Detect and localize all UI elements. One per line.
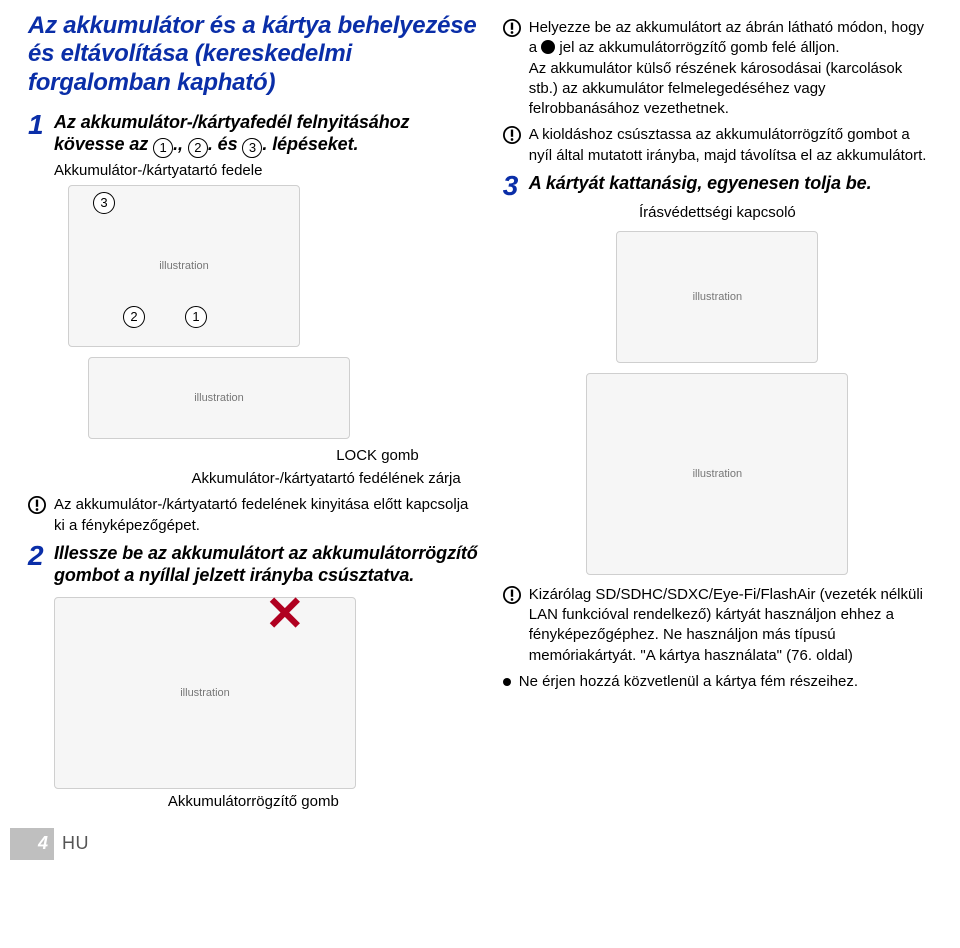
illus-placeholder-label: illustration [159, 260, 209, 272]
step-number-2: 2 [28, 542, 54, 570]
bullet-contacts-text: Ne érjen hozzá közvetlenül a kártya fém … [519, 672, 858, 692]
caution-icon [503, 19, 521, 37]
step-3: 3 A kártyát kattanásig, egyenesen tolja … [503, 172, 932, 200]
illus-lock: illustration [88, 357, 350, 439]
page-number: 4 [10, 828, 54, 860]
footer: 4 HU [0, 828, 960, 860]
step-2: 2 Illessze be az akkumulátort az akkumul… [28, 542, 479, 587]
wrong-cross-icon: ✕ [265, 586, 305, 642]
illus-write-protect: illustration [616, 231, 818, 363]
step1-text-c: . és [208, 134, 243, 154]
illus-insert-battery: ✕ illustration [54, 597, 356, 789]
note-release: A kioldáshoz csúsztassa az akkumulátorrö… [503, 125, 932, 166]
mark-icon [541, 40, 555, 54]
circ-1-inline: 1 [153, 138, 173, 158]
write-protect-caption: Írásvédettségi kapcsoló [503, 204, 932, 221]
circ-2-inline: 2 [188, 138, 208, 158]
note-place-b: jel az akkumulátorrögzítő gomb felé állj… [555, 39, 839, 56]
note-open-cover: Az akkumulátor-/kártyatartó fedelének ki… [28, 495, 479, 536]
note-release-text: A kioldáshoz csúsztassa az akkumulátorrö… [529, 125, 932, 166]
lock-button-caption: Akkumulátorrögzítő gomb [28, 793, 479, 810]
caution-icon [28, 496, 46, 514]
note-open-text: Az akkumulátor-/kártyatartó fedelének ki… [54, 495, 479, 536]
illus-circ-1: 1 [185, 306, 207, 328]
illus-open-cover: 3 2 1 illustration [68, 185, 300, 347]
page-lang: HU [62, 833, 89, 854]
caution-icon [503, 586, 521, 604]
circ-3-inline: 3 [242, 138, 262, 158]
holder-caption: Akkumulátor-/kártyatartó fedele [54, 162, 479, 179]
illus-circ-2: 2 [123, 306, 145, 328]
step-3-text: A kártyát kattanásig, egyenesen tolja be… [529, 172, 872, 195]
illus-insert-card: illustration [586, 373, 848, 575]
note-cards: Kizárólag SD/SDHC/SDXC/Eye-Fi/FlashAir (… [503, 585, 932, 666]
step-number-1: 1 [28, 111, 54, 139]
note-place-text: Helyezze be az akkumulátort az ábrán lát… [529, 18, 932, 119]
caution-icon [503, 126, 521, 144]
lock-label: LOCK gomb [54, 445, 479, 466]
illus-circ-3: 3 [93, 192, 115, 214]
step-1: 1 Az akkumulátor-/kártyafedél felnyitásá… [28, 111, 479, 159]
step-number-3: 3 [503, 172, 529, 200]
section-title: Az akkumulátor és a kártya behelyezése é… [28, 12, 479, 97]
bullet-contacts: Ne érjen hozzá közvetlenül a kártya fém … [503, 672, 932, 692]
step1-text-b: ., [173, 134, 188, 154]
lock-caption: Akkumulátor-/kártyatartó fedélének zárja [54, 468, 479, 489]
lock-labels: LOCK gomb Akkumulátor-/kártyatartó fedél… [54, 445, 479, 489]
step-1-text: Az akkumulátor-/kártyafedél felnyitásáho… [54, 111, 479, 159]
note-place-battery: Helyezze be az akkumulátort az ábrán lát… [503, 18, 932, 119]
step1-text-d: . lépéseket. [262, 134, 358, 154]
step-2-text: Illessze be az akkumulátort az akkumulát… [54, 542, 479, 587]
note-place-c: Az akkumulátor külső részének károsodása… [529, 60, 903, 118]
bullet-dot-icon [503, 678, 511, 686]
note-cards-text: Kizárólag SD/SDHC/SDXC/Eye-Fi/FlashAir (… [529, 585, 932, 666]
